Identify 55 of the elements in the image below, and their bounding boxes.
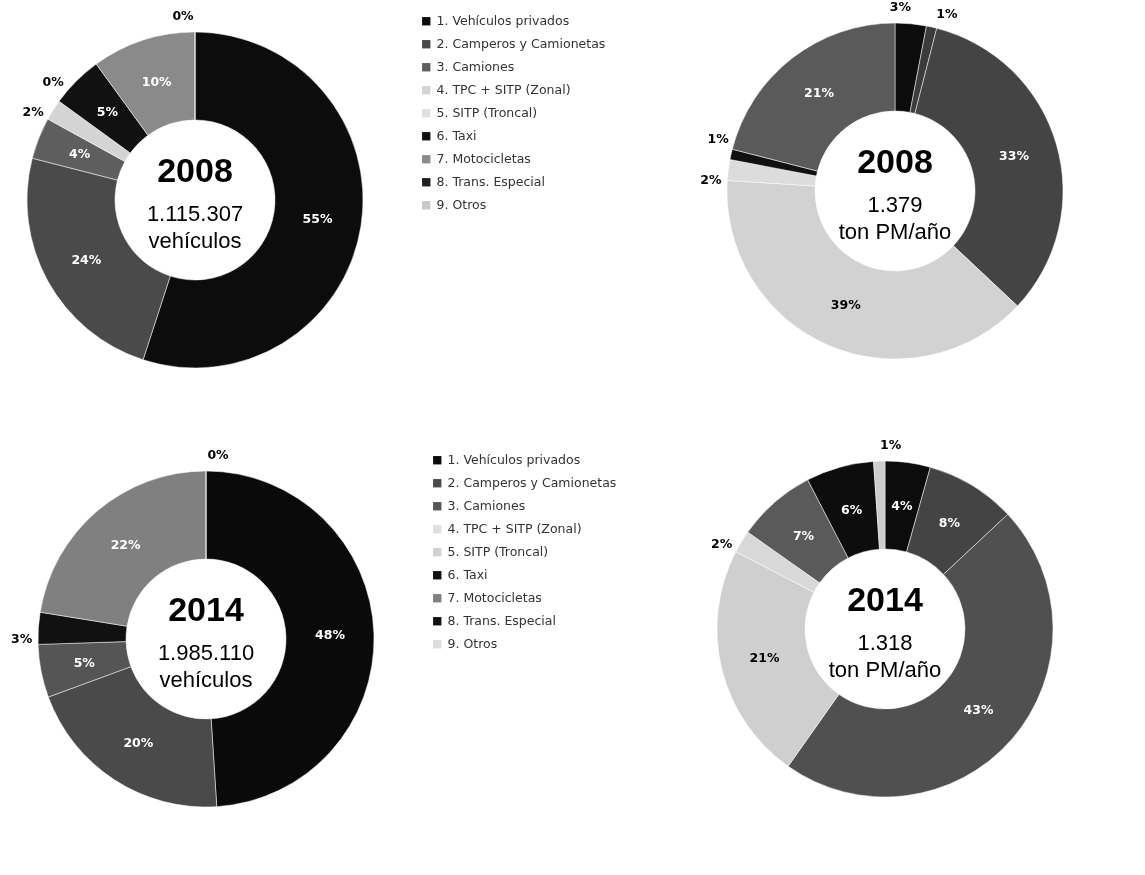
- legend-label: 3. Camiones: [436, 59, 515, 75]
- legend-label: 5. SITP (Troncal): [436, 105, 538, 121]
- data-label: 24%: [71, 251, 102, 267]
- data-label: 21%: [749, 650, 780, 666]
- legend-label: 7. Motocicletas: [447, 590, 542, 606]
- legend-label: 8. Trans. Especial: [436, 174, 545, 190]
- data-label: 22%: [110, 536, 142, 552]
- text: 1.115.307 vehículos: [146, 201, 244, 253]
- data-label: 3%: [10, 631, 33, 647]
- data-label: 2%: [22, 103, 45, 119]
- data-label: 5%: [73, 654, 96, 670]
- text: 2014: [168, 590, 244, 628]
- legend-label: 2. Camperos y Camionetas: [436, 36, 606, 52]
- data-label: 1%: [880, 436, 902, 452]
- legend-label: 4. TPC + SITP (Zonal): [447, 521, 582, 537]
- data-label: 4%: [891, 498, 913, 514]
- text: 1.379 ton PM/año: [838, 192, 952, 244]
- data-label: 2%: [710, 535, 733, 551]
- data-label: 48%: [314, 627, 346, 643]
- data-label: 10%: [141, 74, 173, 90]
- legend-label: 4. TPC + SITP (Zonal): [436, 82, 571, 98]
- legend-label: 9. Otros: [447, 636, 498, 652]
- text: 0%: [172, 8, 194, 23]
- legend-label: 6. Taxi: [436, 128, 477, 144]
- legend-label: 6. Taxi: [447, 567, 488, 583]
- legend-label: 3. Camiones: [447, 498, 526, 514]
- legend-label: 7. Motocicletas: [436, 151, 531, 167]
- text: 1.985.110 vehículos: [157, 640, 255, 692]
- legend-label: 9. Otros: [436, 197, 487, 213]
- data-label: 20%: [123, 734, 154, 750]
- data-label: 8%: [938, 515, 961, 531]
- text: 2008: [157, 151, 233, 189]
- legend-label: 5. SITP (Troncal): [447, 544, 549, 560]
- data-label: 7%: [792, 527, 815, 543]
- data-label: 39%: [830, 296, 862, 312]
- data-label: 5%: [96, 104, 119, 120]
- data-label: 1%: [707, 131, 730, 147]
- legend-label: 1. Vehículos privados: [447, 452, 581, 468]
- data-label: 2%: [700, 171, 723, 187]
- text: 2008: [857, 142, 933, 180]
- text: 2014: [847, 580, 923, 618]
- data-label: 43%: [963, 702, 994, 718]
- data-label: 33%: [999, 148, 1030, 164]
- text: 0%: [207, 447, 229, 462]
- legend-label: 2. Camperos y Camionetas: [447, 475, 617, 491]
- data-label: 3%: [889, 0, 912, 14]
- data-label: 1%: [936, 6, 958, 22]
- text: 1.318 ton PM/año: [828, 630, 942, 682]
- data-label: 21%: [804, 85, 835, 101]
- legend-label: 1. Vehículos privados: [436, 13, 570, 29]
- data-label: 4%: [69, 146, 91, 162]
- data-label: 6%: [840, 501, 863, 517]
- data-label: 55%: [302, 211, 333, 227]
- legend-label: 8. Trans. Especial: [447, 613, 556, 629]
- text: 0%: [42, 74, 64, 90]
